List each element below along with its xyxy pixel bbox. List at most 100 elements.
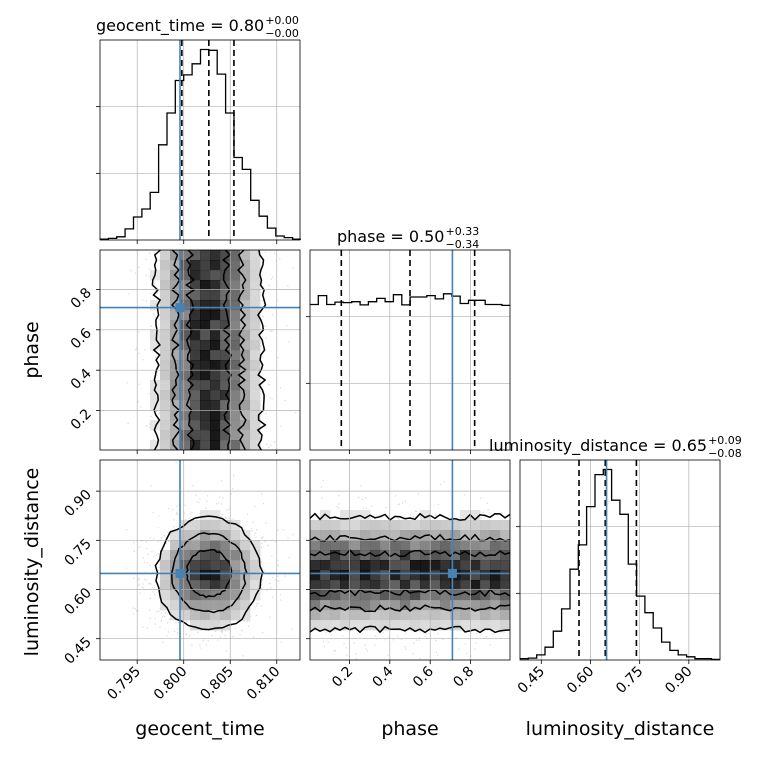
density-cell (200, 600, 211, 611)
density-cell (350, 530, 361, 541)
density-cell (220, 280, 231, 291)
density-cell (490, 570, 501, 581)
truth-marker (175, 303, 185, 313)
panel-frame-phase (309, 249, 511, 451)
density-cell (440, 520, 451, 531)
density-cell (240, 280, 251, 291)
density-cell (420, 610, 431, 621)
panel-frame-geocent_time (99, 39, 301, 241)
density-cell (180, 300, 191, 311)
density-cell (340, 540, 351, 551)
density-cell (190, 430, 201, 441)
density-cell (390, 600, 401, 611)
density-cell (350, 540, 361, 551)
density-cell (240, 400, 251, 411)
density-cell (440, 590, 451, 601)
density-cell (160, 400, 171, 411)
density-cell (500, 550, 510, 561)
density-cell (350, 560, 361, 571)
density-cell (180, 600, 191, 611)
density-cell (490, 590, 501, 601)
contour-line (310, 625, 510, 634)
density-cell (480, 560, 491, 571)
density-cell (200, 410, 211, 421)
contour-line (185, 250, 196, 450)
density-cell (250, 380, 261, 391)
density-cell (160, 270, 171, 281)
density-cell (410, 610, 421, 621)
density-cell (220, 370, 231, 381)
density-cell (240, 340, 251, 351)
x-tick-label: 0.800 (151, 664, 191, 704)
density-cell (250, 350, 261, 361)
density-cell (190, 540, 201, 551)
y-axis-label-phase: phase (21, 321, 43, 378)
density-cell (390, 620, 401, 631)
density-cell (370, 530, 381, 541)
density-cell (470, 590, 481, 601)
density-cell (160, 300, 171, 311)
density-cell (500, 530, 510, 541)
density-cell (210, 610, 221, 621)
density-cell (220, 300, 231, 311)
density-cell (200, 280, 211, 291)
title-lower-error: −0.00 (265, 27, 299, 40)
density-cell (350, 570, 361, 581)
density-cell (420, 560, 431, 571)
density-cell (160, 390, 171, 401)
density-cell (160, 550, 171, 561)
density-cell (240, 250, 251, 261)
panel-frame-ph-ld (309, 459, 511, 661)
density-cell (180, 340, 191, 351)
density-cell (410, 580, 421, 591)
density-cell (220, 560, 231, 571)
density-cell (400, 610, 411, 621)
density-cell (250, 270, 261, 281)
density-cell (210, 510, 221, 521)
density-cell (190, 290, 201, 301)
contour-line (256, 250, 267, 450)
panel-title-phase: phase = 0.50 (337, 227, 444, 246)
density-cell (210, 280, 221, 291)
density-cell (380, 560, 391, 571)
density-cell (480, 600, 491, 611)
density-cell (340, 590, 351, 601)
density-cell (150, 300, 161, 311)
density-cell (170, 600, 181, 611)
density-cell (210, 440, 221, 450)
density-cell (190, 590, 201, 601)
density-cell (390, 550, 401, 561)
density-cell (400, 580, 411, 591)
density-cell (250, 280, 261, 291)
density-cell (200, 290, 211, 301)
density-cell (470, 570, 481, 581)
density-panel-gt-ld (125, 462, 294, 657)
density-cell (200, 440, 211, 450)
density-cell (240, 540, 251, 551)
density-cell (490, 600, 501, 611)
density-cell (460, 520, 471, 531)
density-cell (160, 580, 171, 591)
density-cell (440, 570, 451, 581)
density-cell (220, 520, 231, 531)
density-cell (420, 520, 431, 531)
density-cell (250, 430, 261, 441)
x-tick-label: 0.805 (197, 664, 237, 704)
density-cell (410, 560, 421, 571)
density-cell (410, 570, 421, 581)
density-cell (380, 530, 391, 541)
density-cell (380, 540, 391, 551)
density-cell (180, 550, 191, 561)
density-cell (340, 620, 351, 631)
density-cell (180, 410, 191, 421)
density-cell (330, 590, 341, 601)
density-cell (170, 540, 181, 551)
density-cell (340, 580, 351, 591)
density-cell (250, 440, 261, 450)
x-tick-label: 0.90 (662, 664, 695, 697)
density-cell (190, 320, 201, 331)
density-cell (240, 380, 251, 391)
density-cell (240, 260, 251, 271)
density-cell (470, 560, 481, 571)
density-cell (180, 350, 191, 361)
